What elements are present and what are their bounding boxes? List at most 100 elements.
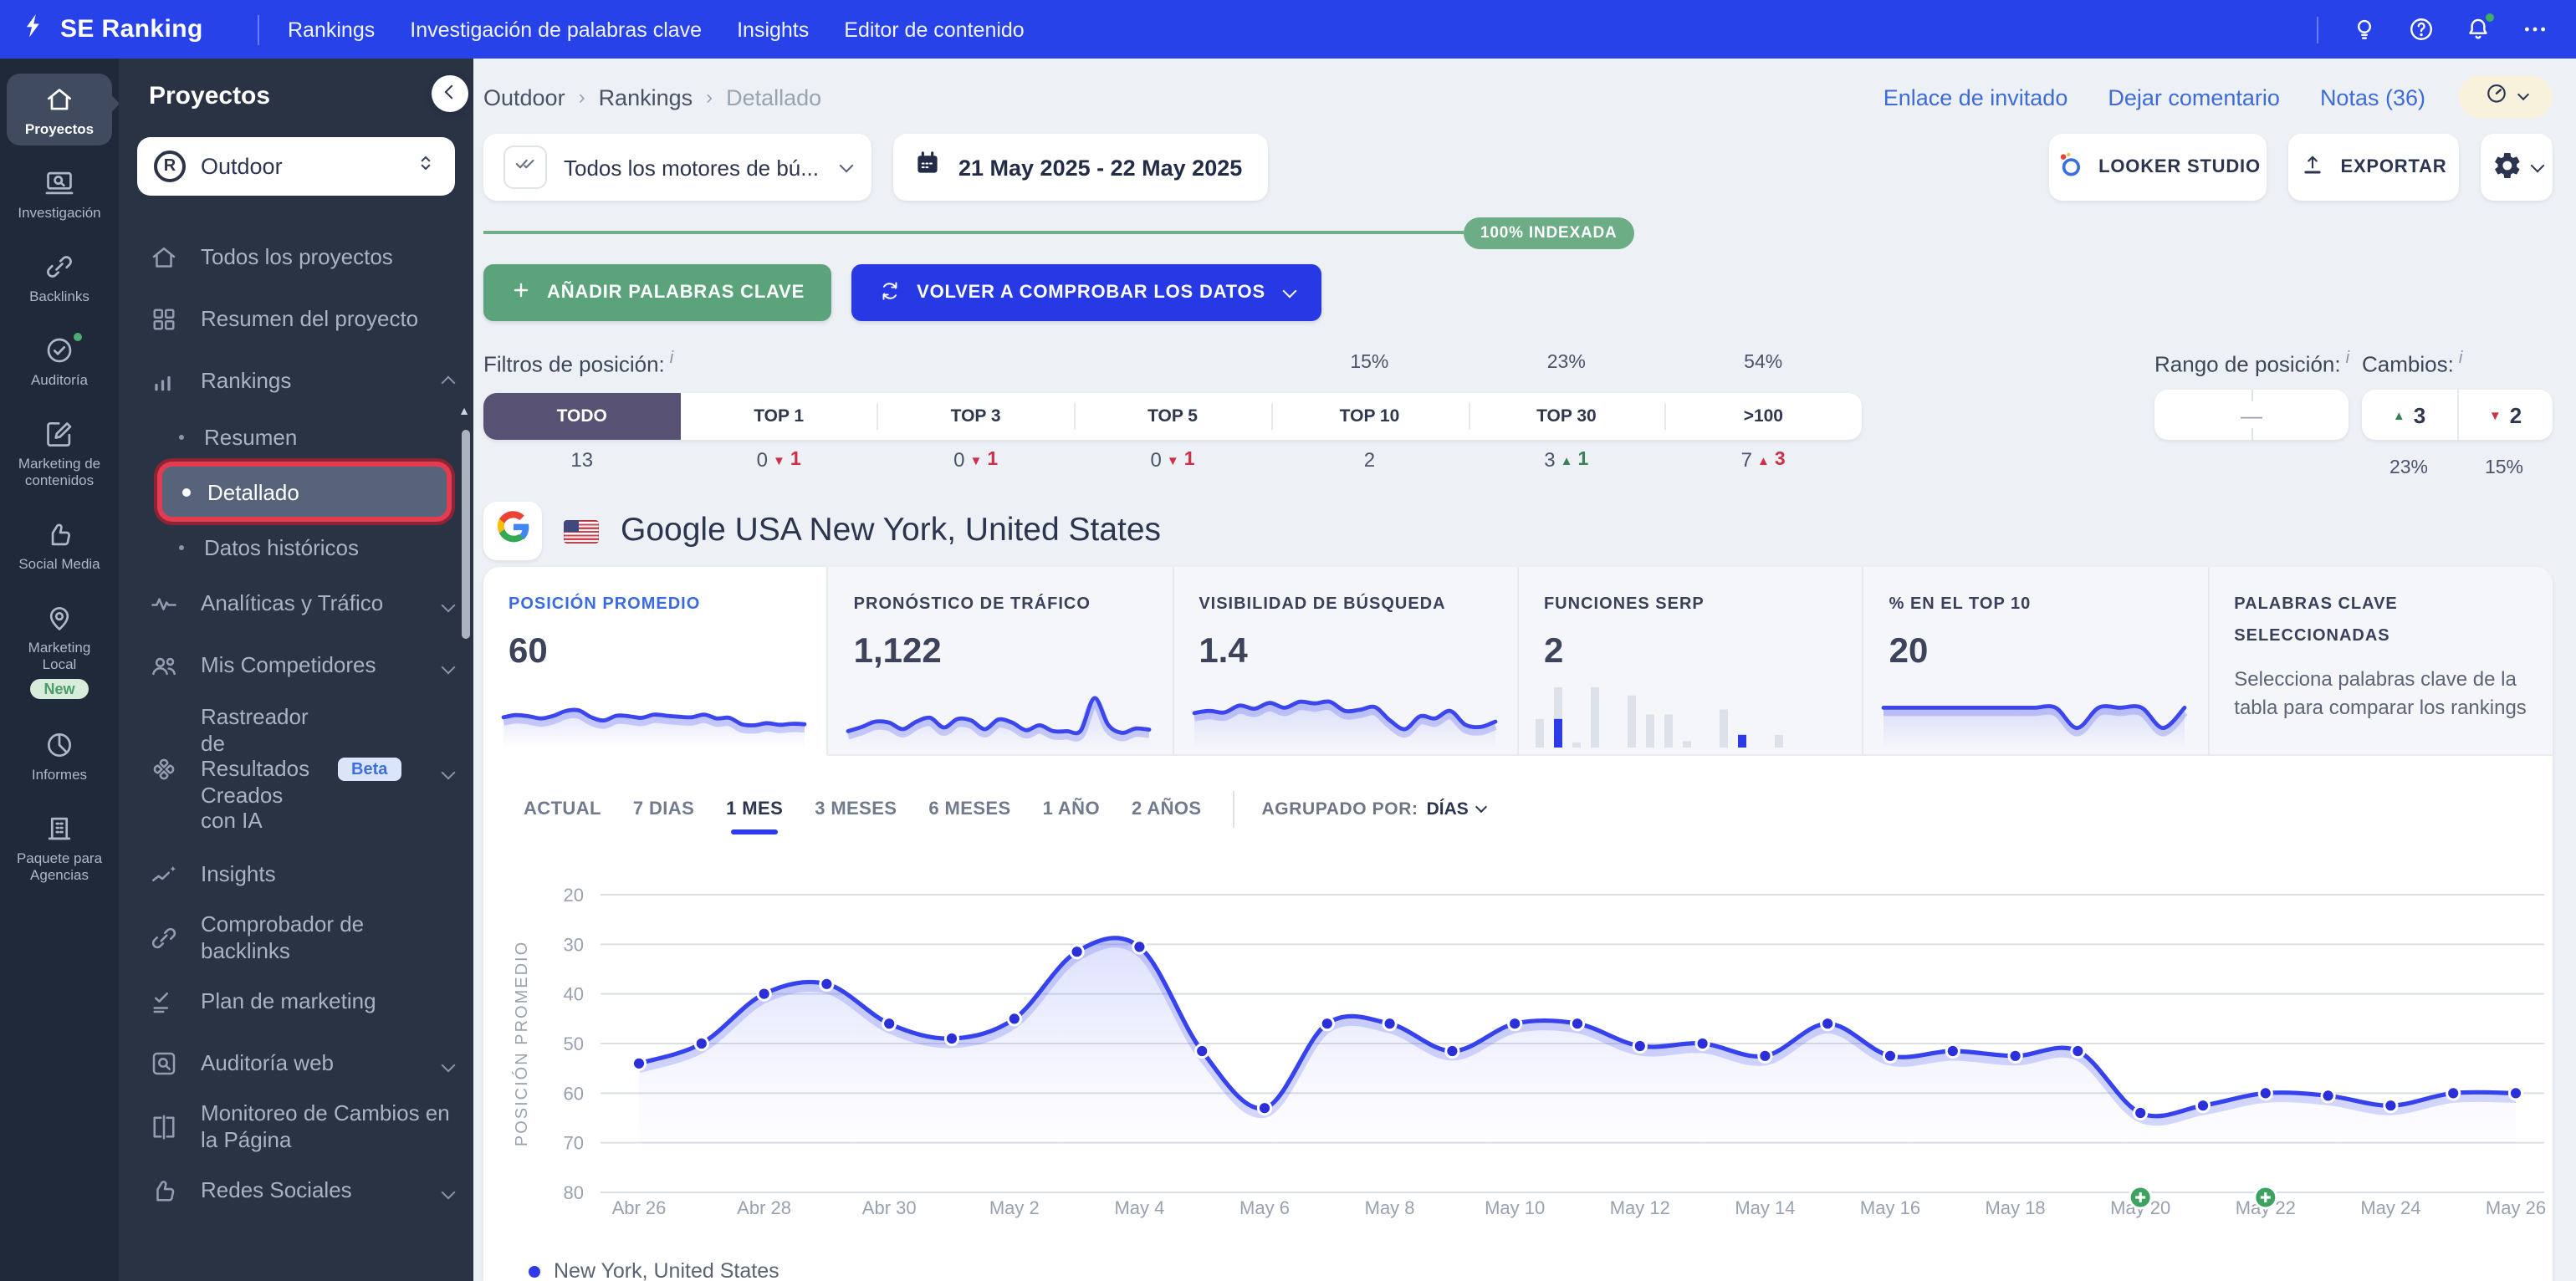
project-selector[interactable]: R Outdoor [137, 137, 455, 196]
metric-card-pronostico-de-trafico[interactable]: PRONÓSTICO DE TRÁFICO 1,122 [828, 567, 1174, 756]
rail-item-marketing-local[interactable]: Marketing Local New [7, 592, 112, 707]
sidebar-item-auditoria-web[interactable]: Auditoría web [119, 1032, 473, 1094]
period-tab-1-ano[interactable]: 1 AÑO [1042, 799, 1100, 819]
rail-item-label: Social Media [18, 555, 100, 573]
topbar-menu: Rankings Investigación de palabras clave I… [259, 18, 1025, 41]
whats-new-icon[interactable] [2350, 15, 2379, 43]
topbar-menu-insights[interactable]: Insights [737, 18, 810, 41]
breadcrumb-outdoor[interactable]: Outdoor [483, 84, 565, 110]
info-icon[interactable]: i [2345, 350, 2350, 368]
period-tab-1-mes[interactable]: 1 MES [726, 799, 784, 834]
rail-item-marketing-de-contenidos[interactable]: Marketing de contenidos [7, 408, 112, 497]
recheck-data-button[interactable]: VOLVER A COMPROBAR LOS DATOS [851, 264, 1322, 321]
sidebar-subitem-detallado[interactable]: Detallado [162, 467, 447, 517]
sidebar-scrollbar-thumb[interactable] [462, 430, 470, 639]
notifications-bell-icon[interactable] [2464, 12, 2496, 43]
sidebar-item-rastreador-de-resultados-creados-con-ia[interactable]: Rastreador de Resultados Creados con IA B… [119, 696, 473, 843]
filter-count: 0 [1150, 448, 1162, 472]
topbar-menu-rankings[interactable]: Rankings [288, 18, 376, 41]
filter-tab-todo[interactable]: TODO [483, 393, 681, 440]
filter-counts: 13 0 ▼ 1 0 ▼ 1 0 ▼ 1 2 3 ▲ 1 7 ▲ 3 [483, 448, 1862, 478]
rail-item-paquete-para-agencias[interactable]: Paquete para Agencias [7, 803, 112, 891]
sidebar-item-resumen-del-proyecto[interactable]: Resumen del proyecto [119, 288, 473, 350]
period-tab-6-meses[interactable]: 6 MESES [928, 799, 1011, 819]
svg-text:May 2: May 2 [989, 1197, 1040, 1218]
speed-mode-button[interactable] [2459, 75, 2553, 119]
rail-item-label: Paquete para Agencias [16, 850, 103, 884]
rail-item-investigacion[interactable]: Investigación [7, 157, 112, 229]
search-engines-dropdown[interactable]: Todos los motores de bú... [483, 134, 871, 201]
select-updown-icon [413, 150, 438, 183]
add-keywords-button[interactable]: AÑADIR PALABRAS CLAVE [483, 264, 832, 321]
settings-button[interactable] [2481, 134, 2553, 201]
export-button[interactable]: EXPORTAR [2288, 134, 2459, 201]
brand[interactable]: SE Ranking [0, 11, 238, 48]
sidebar-item-todos-los-proyectos[interactable]: Todos los proyectos [119, 226, 473, 288]
rail-item-auditoria[interactable]: Auditoría [7, 324, 112, 396]
more-menu-icon[interactable] [2521, 15, 2549, 43]
rail-item-proyectos[interactable]: Proyectos [7, 74, 112, 146]
sidebar-subitem-resumen[interactable]: Resumen [159, 411, 450, 462]
metric-card-funciones-serp[interactable]: FUNCIONES SERP 2 [1518, 567, 1864, 756]
period-tab-actual[interactable]: ACTUAL [524, 799, 601, 819]
average-position-chart[interactable]: 20 30 40 50 60 70 80 Abr 26 Abr 28 Abr 30 May 2 May… [483, 843, 2553, 1244]
metric-card-description: Selecciona palabras clave de la tabla pa… [2234, 667, 2527, 720]
group-by-dropdown[interactable]: AGRUPADO POR: DÍAS [1262, 799, 1487, 819]
header-link-notas-36[interactable]: Notas (36) [2319, 84, 2425, 110]
looker-studio-icon [2055, 151, 2083, 184]
sidebar-item-label: Monitoreo de Cambios en la Página [201, 1100, 450, 1152]
sidebar-item-monitoreo-de-cambios-en-la-pagina[interactable]: Monitoreo de Cambios en la Página [119, 1094, 473, 1159]
filter-tab-top-10[interactable]: TOP 10 [1270, 393, 1468, 440]
sidebar-collapse-button[interactable] [432, 75, 468, 112]
metric-card-visibilidad-de-busqueda[interactable]: VISIBILIDAD DE BÚSQUEDA 1.4 [1173, 567, 1519, 756]
add-keywords-label: AÑADIR PALABRAS CLAVE [547, 283, 805, 303]
filter-tab-top-3[interactable]: TOP 3 [877, 393, 1074, 440]
period-tab-2-anos[interactable]: 2 AÑOS [1132, 799, 1202, 819]
changes-up-percent: 23% [2389, 458, 2429, 478]
chevron-down-icon [441, 764, 456, 779]
legend-label: New York, United States [554, 1259, 779, 1281]
sidebar-item-rankings[interactable]: Rankings [119, 350, 473, 411]
rail-item-backlinks[interactable]: Backlinks [7, 241, 112, 313]
period-tab-3-meses[interactable]: 3 MESES [815, 799, 897, 819]
metric-card-posicion-promedio[interactable]: POSICIÓN PROMEDIO 60 [483, 567, 829, 756]
sidebar-item-label: Comprobador de backlinks [201, 911, 365, 963]
looker-studio-button[interactable]: LOOKER STUDIO [2049, 134, 2267, 201]
changes-down-filter[interactable]: ▼ 2 [2456, 390, 2553, 440]
chevron-up-icon [441, 375, 456, 390]
sidebar-subitem-datos-historicos[interactable]: Datos históricos [159, 522, 450, 572]
filter-tab-top-1[interactable]: TOP 1 [754, 406, 805, 426]
sidebar-item-plan-de-marketing[interactable]: Plan de marketing [119, 970, 473, 1032]
date-range-picker[interactable]: 21 May 2025 - 22 May 2025 [893, 134, 1268, 201]
metric-card-palabras-clave-seleccionadas[interactable]: PALABRAS CLAVE SELECCIONADAS Selecciona p… [2209, 567, 2553, 756]
filter-tab-100[interactable]: >100 [1664, 393, 1862, 440]
position-range-input[interactable]: — [2154, 390, 2349, 440]
info-icon[interactable]: i [669, 350, 674, 368]
topbar-menu-editor-de-contenido[interactable]: Editor de contenido [844, 18, 1025, 41]
header-link-enlace-de-invitado[interactable]: Enlace de invitado [1883, 84, 2068, 110]
breadcrumb-rankings[interactable]: Rankings [598, 84, 693, 110]
rail-item-social-media[interactable]: Social Media [7, 508, 112, 580]
sidebar-item-comprobador-de-backlinks[interactable]: Comprobador de backlinks [119, 905, 473, 970]
header-link-dejar-comentario[interactable]: Dejar comentario [2108, 84, 2280, 110]
scrollbar-up-arrow[interactable]: ▲ [458, 406, 470, 418]
metric-card-en-el-top-10[interactable]: % EN EL TOP 10 20 [1863, 567, 2210, 756]
topbar-menu-investigacion-de-palabras-clave[interactable]: Investigación de palabras clave [410, 18, 703, 41]
calendar-icon [913, 149, 942, 186]
sidebar-item-label: Redes Sociales [201, 1177, 352, 1203]
sidebar-item-analiticas-y-trafico[interactable]: Analíticas y Tráfico [119, 572, 473, 634]
rail-item-informes[interactable]: Informes [7, 719, 112, 791]
metric-sparkline [846, 677, 1156, 748]
sidebar-item-insights[interactable]: Insights [119, 843, 473, 905]
chart-legend-item[interactable]: New York, United States [529, 1259, 779, 1281]
period-tab-7-dias[interactable]: 7 DIAS [632, 799, 695, 819]
help-icon[interactable] [2407, 15, 2435, 43]
filter-tab-top-5[interactable]: TOP 5 [1074, 393, 1270, 440]
gear-icon [2492, 150, 2522, 185]
breadcrumb-detallado: Detallado [726, 84, 822, 110]
filter-tab-top-30[interactable]: TOP 30 [1468, 393, 1664, 440]
sidebar-item-redes-sociales[interactable]: Redes Sociales [119, 1160, 473, 1222]
sidebar-item-mis-competidores[interactable]: Mis Competidores [119, 634, 473, 696]
changes-up-filter[interactable]: ▲ 3 [2392, 402, 2426, 427]
info-icon[interactable]: i [2458, 350, 2463, 368]
